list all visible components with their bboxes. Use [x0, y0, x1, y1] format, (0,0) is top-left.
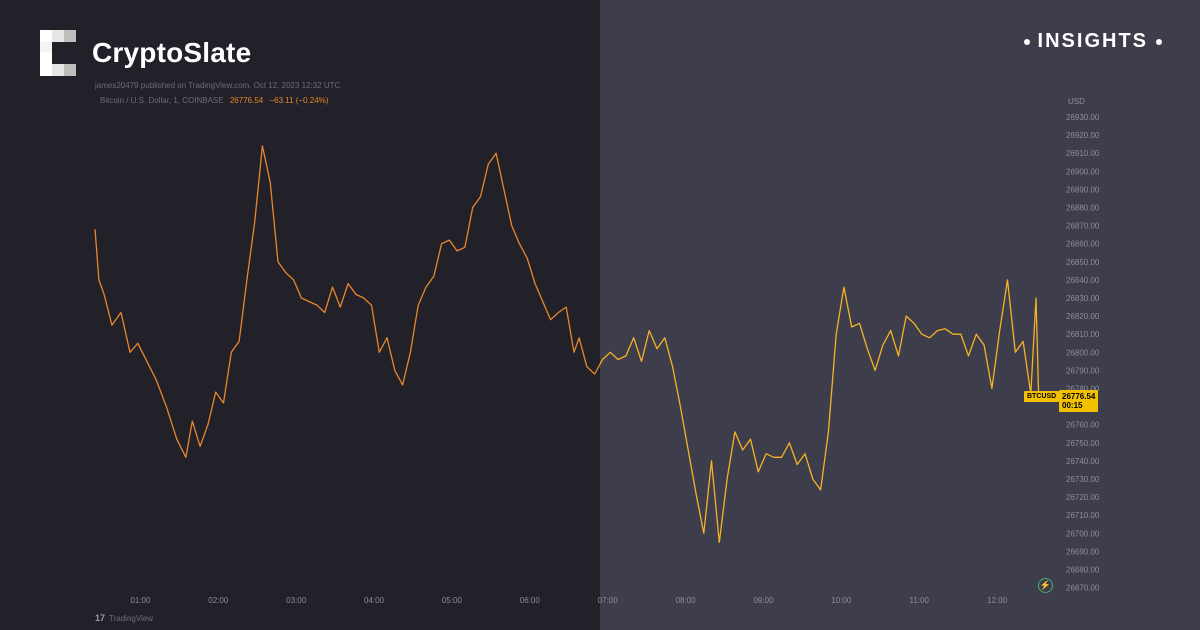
y-tick-label: 26670.00 — [1066, 584, 1100, 593]
symbol-legend: Bitcoin / U.S. Dollar, 1, COINBASE 26776… — [100, 96, 328, 105]
y-tick-label: 26890.00 — [1066, 185, 1100, 194]
brand: CryptoSlate — [40, 30, 251, 76]
y-tick-label: 26920.00 — [1066, 131, 1100, 140]
x-tick-label: 08:00 — [676, 596, 697, 605]
y-tick-label: 26740.00 — [1066, 457, 1100, 466]
insights-badge: INSIGHTS — [1016, 30, 1170, 53]
x-tick-label: 02:00 — [208, 596, 229, 605]
x-tick-label: 12:00 — [987, 596, 1008, 605]
y-tick-label: 26680.00 — [1066, 566, 1100, 575]
y-tick-label: 26820.00 — [1066, 312, 1100, 321]
y-tick-label: 26830.00 — [1066, 294, 1100, 303]
y-tick-label: 26900.00 — [1066, 167, 1100, 176]
y-tick-label: 26700.00 — [1066, 529, 1100, 538]
y-tick-label: 26860.00 — [1066, 240, 1100, 249]
y-tick-label: 26750.00 — [1066, 439, 1100, 448]
chart-panel-right — [600, 0, 1200, 630]
symbol-name: Bitcoin / U.S. Dollar, 1, COINBASE — [100, 96, 224, 105]
brand-name: CryptoSlate — [92, 37, 252, 68]
bar-countdown: 00:15 — [1062, 401, 1083, 410]
y-tick-label: 26870.00 — [1066, 222, 1100, 231]
x-tick-label: 07:00 — [598, 596, 619, 605]
x-tick-label: 05:00 — [442, 596, 463, 605]
y-tick-label: 26690.00 — [1066, 547, 1100, 556]
y-tick-label: 26800.00 — [1066, 348, 1100, 357]
x-tick-label: 11:00 — [910, 596, 930, 605]
y-tick-label: 26840.00 — [1066, 276, 1100, 285]
current-price-value: 26776.54 — [1062, 392, 1096, 401]
y-tick-label: 26910.00 — [1066, 149, 1100, 158]
btcusd-price-line-right — [599, 279, 1040, 544]
tradingview-name: TradingView — [109, 613, 154, 623]
symbol-change: −63.11 (−0.24%) — [269, 96, 329, 105]
current-price-tag: 26776.54 00:15 — [1059, 390, 1099, 412]
tradingview-logo-icon: 17 — [95, 613, 106, 623]
y-tick-label: 26730.00 — [1066, 475, 1100, 484]
published-info: james20479 published on TradingView.com,… — [95, 81, 341, 90]
y-tick-label: 26710.00 — [1066, 511, 1100, 520]
y-tick-label: 26720.00 — [1066, 493, 1100, 502]
x-tick-label: 01:00 — [130, 596, 151, 605]
symbol-price: 26776.54 — [229, 96, 264, 105]
x-tick-label: 03:00 — [286, 596, 307, 605]
y-tick-label: 26790.00 — [1066, 366, 1100, 375]
y-tick-label: 26810.00 — [1066, 330, 1100, 339]
x-tick-label: 06:00 — [520, 596, 541, 605]
x-tick-label: 10:00 — [831, 596, 852, 605]
x-tick-label: 04:00 — [364, 596, 385, 605]
btcusd-price-line-left — [94, 145, 601, 458]
y-tick-label: 26850.00 — [1066, 258, 1100, 267]
cryptoslate-logo-icon — [40, 30, 76, 76]
x-tick-label: 09:00 — [753, 596, 774, 605]
lightning-icon[interactable]: ⚡ — [1038, 578, 1053, 593]
y-tick-label: 26930.00 — [1066, 113, 1100, 122]
current-symbol-tag: BTCUSD — [1024, 391, 1060, 402]
bullet-dot-icon — [1156, 38, 1162, 45]
y-axis-unit-label: USD — [1068, 97, 1085, 106]
chart-panel-left — [0, 0, 600, 630]
bullet-dot-icon — [1023, 38, 1030, 45]
y-tick-label: 26760.00 — [1066, 421, 1100, 430]
tradingview-watermark: 17 TradingView — [95, 613, 153, 623]
y-tick-label: 26880.00 — [1066, 204, 1100, 213]
insights-label: INSIGHTS — [1037, 30, 1148, 52]
y-tick-label: 26780.00 — [1066, 385, 1100, 394]
